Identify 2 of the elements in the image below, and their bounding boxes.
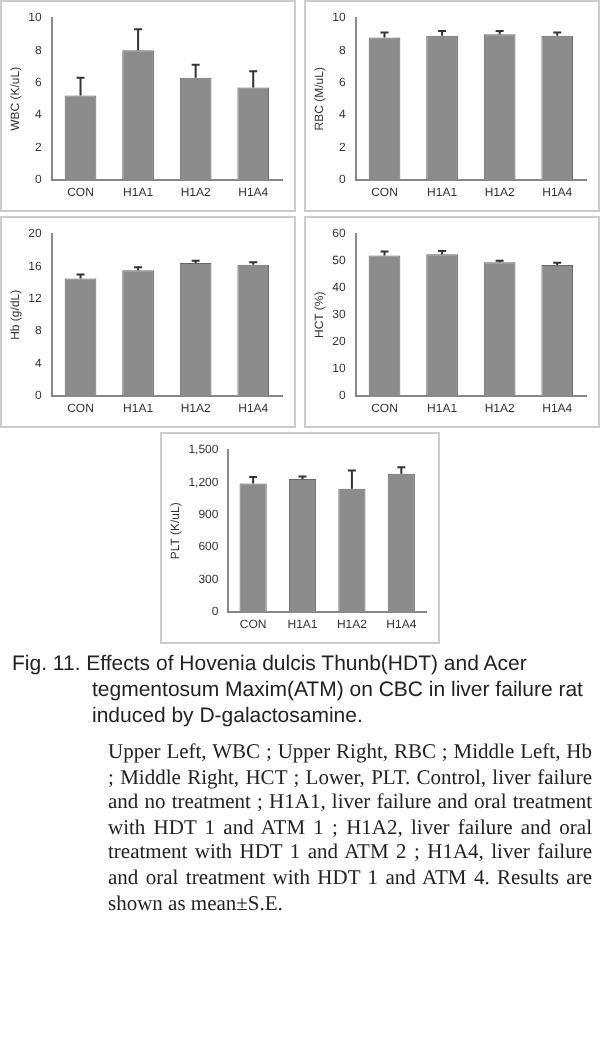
caption: Fig. 11. Effects of Hovenia dulcis Thunb(HDT) and Acer tegmentosum Maxim(ATM) on CBC in liver failure rat induced by D-galactosamine. (12, 652, 585, 730)
text: Upper Left, WBC ; Upper Right, RBC ; Middle Left, Hb ; Middle Right, HCT ; Lower, PLT. Control, liver failure and no treatment ; H1A1, liver failure and oral treatment with HDT 1 and ATM 1 ; H1A2, liver failure and oral treatment with HDT 1 and ATM 2 ; H1A4, liver failure and oral treatment with HDT 1 and ATM 4. Results are shown as mean±S.E. (108, 742, 592, 919)
